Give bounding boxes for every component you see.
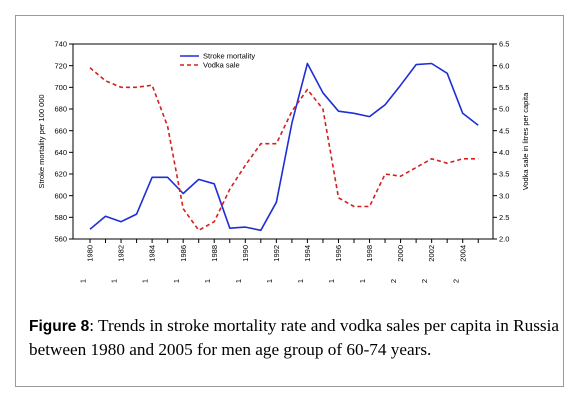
right-axis-label: Vodka sale in litres per capita — [521, 92, 530, 190]
x-axis-second-row-label: 2 — [451, 279, 460, 283]
plot-area — [72, 43, 494, 240]
right-axis-tick-label: 3.5 — [499, 170, 509, 179]
left-axis-tick-label: 560 — [54, 235, 67, 244]
legend-label-stroke-mortality: Stroke mortality — [203, 52, 255, 61]
x-axis-second-row-label: 1 — [265, 279, 274, 283]
x-axis-second-row-label: 1 — [327, 279, 336, 283]
left-axis-label: Stroke mortality per 100 000 — [37, 94, 46, 188]
figure-label: Figure 8 — [29, 318, 90, 335]
left-axis-tick-label: 600 — [54, 191, 67, 200]
left-axis-tick-label: 640 — [54, 148, 67, 157]
right-axis-tick-label: 4.5 — [499, 126, 509, 135]
x-axis-tick-label: 2004 — [458, 245, 467, 262]
x-axis-tick-label: 2000 — [396, 245, 405, 262]
left-axis-tick-label: 740 — [54, 40, 67, 49]
x-axis-second-row-label: 1 — [203, 279, 212, 283]
x-axis-second-row-label: 1 — [79, 279, 88, 283]
figure-caption-text: : Trends in stroke mortality rate and vo… — [29, 316, 559, 359]
x-axis-tick-label: 1982 — [117, 245, 126, 262]
x-axis-second-row-label: 1 — [172, 279, 181, 283]
right-axis-tick-label: 6.5 — [499, 40, 509, 49]
right-axis-tick-label: 3.0 — [499, 191, 509, 200]
series-line-stroke-mortality — [89, 62, 479, 232]
series-group — [89, 62, 479, 232]
right-axis-tick-label: 6.0 — [499, 61, 509, 70]
x-axis-second-row-label: 2 — [389, 279, 398, 283]
legend: Stroke mortality Vodka sale — [180, 52, 255, 70]
x-axis-second-row-label: 1 — [141, 279, 150, 283]
left-axis-tick-label: 580 — [54, 213, 67, 222]
figure-frame — [15, 15, 564, 387]
x-axis-second-row-label: 1 — [234, 279, 243, 283]
left-axis-tick-label: 620 — [54, 170, 67, 179]
right-axis-tick-label: 5.0 — [499, 105, 509, 114]
x-axis-tick-label: 1992 — [272, 245, 281, 262]
x-axis-second-row-label: 1 — [110, 279, 119, 283]
x-axis-second-row-label: 2 — [420, 279, 429, 283]
right-axis-tick-label: 4.0 — [499, 148, 509, 157]
x-axis-tick-label: 1986 — [179, 245, 188, 262]
right-axis-tick-label: 2.5 — [499, 213, 509, 222]
x-axis-tick-label: 1996 — [334, 245, 343, 262]
right-axis-tick-label: 5.5 — [499, 83, 509, 92]
legend-label-vodka-sale: Vodka sale — [203, 61, 240, 70]
right-axis: 2.0 2.5 3.0 3.5 4.0 4.5 5.0 5.5 6.0 6.5 — [493, 40, 509, 244]
series-line-vodka-sale — [89, 67, 479, 232]
figure-caption: Figure 8: Trends in stroke mortality rat… — [29, 314, 559, 361]
x-axis-tick-label: 1998 — [365, 245, 374, 262]
left-axis-tick-label: 700 — [54, 83, 67, 92]
left-axis-tick-label: 720 — [54, 61, 67, 70]
x-axis-tick-label: 1988 — [210, 245, 219, 262]
right-axis-tick-label: 2.0 — [499, 235, 509, 244]
x-axis-second-row-label: 1 — [358, 279, 367, 283]
x-axis-tick-label: 2002 — [427, 245, 436, 262]
x-axis-second-row-label: 1 — [296, 279, 305, 283]
x-axis-tick-label: 1994 — [303, 245, 312, 262]
left-axis: 560 580 600 620 640 660 680 700 720 740 — [54, 40, 73, 244]
x-axis-tick-label: 1990 — [241, 245, 250, 262]
x-axis-tick-label: 1980 — [86, 245, 95, 262]
left-axis-tick-label: 660 — [54, 126, 67, 135]
left-axis-tick-label: 680 — [54, 105, 67, 114]
x-axis: 1980 1982 1984 1986 1988 1990 1992 1994 1996 1998… — [79, 239, 479, 283]
x-axis-tick-label: 1984 — [148, 245, 157, 262]
